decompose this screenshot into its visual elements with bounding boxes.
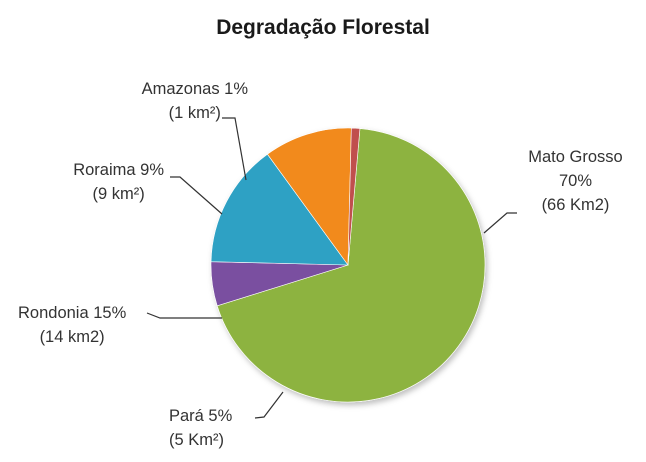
data-label-amazonas-line1: Amazonas 1%: [141, 80, 248, 98]
data-label-mato-line2: 70%: [558, 172, 593, 190]
leader-line-rondonia: [146, 312, 222, 319]
data-label-para-line2: (5 Km²): [169, 431, 224, 449]
chart-title: Degradação Florestal: [216, 16, 430, 39]
data-label-roraima-line1: Roraima 9%: [73, 161, 164, 179]
leader-line-para: [254, 391, 284, 419]
data-label-mato-line1: Mato Grosso: [528, 148, 623, 166]
leader-lines: [146, 117, 517, 419]
data-label-para-line1: Pará 5%: [169, 407, 233, 425]
data-label-amazonas: Amazonas 1% (1 km²): [142, 77, 248, 125]
data-label-para: Pará 5% (5 Km²): [169, 404, 232, 452]
pie-slice-amazonas: [347, 127, 361, 266]
data-label-rondonia-line1: Rondonia 15%: [18, 304, 127, 322]
leader-line-amazonas: [222, 117, 247, 181]
pie-slice-rondonia: [210, 153, 349, 266]
data-label-roraima-line2: (9 km²): [92, 185, 145, 203]
data-label-rondonia: Rondonia 15% (14 km2): [18, 301, 126, 349]
data-label-mato-grosso: Mato Grosso 70% (66 Km2): [518, 145, 633, 217]
pie-slices: [210, 127, 486, 403]
leader-line-roraima: [170, 176, 223, 215]
data-label-mato-line3: (66 Km2): [541, 196, 610, 214]
leader-line-mato: [483, 212, 517, 234]
data-label-amazonas-line2: (1 km²): [168, 104, 221, 122]
pie-slice-mato-grosso: [216, 128, 486, 403]
data-label-roraima: Roraima 9% (9 km²): [73, 158, 164, 206]
pie-slice-roraima: [266, 127, 352, 266]
data-label-rondonia-line2: (14 km2): [39, 328, 105, 346]
